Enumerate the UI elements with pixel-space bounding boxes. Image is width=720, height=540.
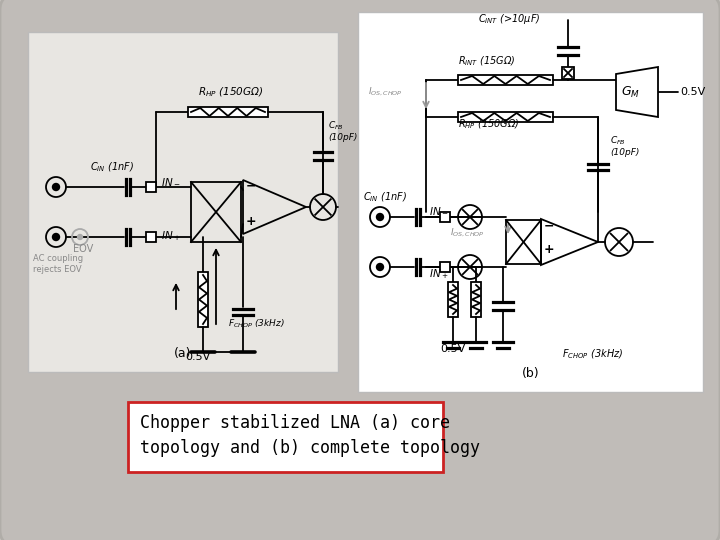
Circle shape <box>53 233 60 240</box>
Bar <box>562 67 574 79</box>
Text: $R_{HP}$ (150GΩ): $R_{HP}$ (150GΩ) <box>198 85 264 99</box>
Bar <box>198 272 208 327</box>
Text: $F_{CHOP}$ (3kHz): $F_{CHOP}$ (3kHz) <box>562 347 624 361</box>
Text: $I_{OS,CHOP}$: $I_{OS,CHOP}$ <box>450 226 485 239</box>
Text: −: − <box>544 219 554 232</box>
Bar <box>358 12 703 392</box>
Bar <box>28 32 338 372</box>
Text: (b): (b) <box>522 367 539 380</box>
Bar <box>128 402 443 472</box>
Bar <box>191 182 241 242</box>
Text: AC coupling
rejects EOV: AC coupling rejects EOV <box>33 254 83 274</box>
Text: $C_{INT}$ (>10µF): $C_{INT}$ (>10µF) <box>478 12 541 26</box>
Text: $R_{INT}$ (15GΩ): $R_{INT}$ (15GΩ) <box>458 54 516 68</box>
Text: $C_{FB}$
(10pF): $C_{FB}$ (10pF) <box>610 134 639 157</box>
Bar <box>440 262 450 272</box>
Text: 0.5V: 0.5V <box>185 352 211 362</box>
Bar <box>448 282 458 317</box>
Text: $C_{IN}$ (1nF): $C_{IN}$ (1nF) <box>90 160 134 174</box>
Text: Chopper stabilized LNA (a) core
topology and (b) complete topology: Chopper stabilized LNA (a) core topology… <box>140 414 480 457</box>
Text: +: + <box>544 243 554 256</box>
Text: 0.5V: 0.5V <box>441 344 466 354</box>
Bar <box>188 107 268 117</box>
Text: 0.5V: 0.5V <box>680 87 706 97</box>
Text: $F_{CHOP}$ (3kHz): $F_{CHOP}$ (3kHz) <box>228 318 284 330</box>
Text: $R_{HP}$ (150GΩ): $R_{HP}$ (150GΩ) <box>458 117 520 131</box>
Bar <box>440 212 450 222</box>
Bar <box>458 112 553 122</box>
Circle shape <box>377 213 384 220</box>
Text: (a): (a) <box>174 347 192 360</box>
Circle shape <box>377 264 384 271</box>
Text: $C_{FB}$
(10pF): $C_{FB}$ (10pF) <box>328 119 357 142</box>
Circle shape <box>78 234 83 240</box>
Text: $I_{OS,CHOP}$: $I_{OS,CHOP}$ <box>368 85 402 98</box>
Text: $C_{IN}$ (1nF): $C_{IN}$ (1nF) <box>363 190 407 204</box>
Bar <box>146 182 156 192</box>
Bar <box>458 75 553 85</box>
Bar <box>146 232 156 242</box>
Polygon shape <box>616 67 658 117</box>
Text: −: − <box>246 180 256 193</box>
Text: +: + <box>246 215 256 228</box>
Text: $IN_-$: $IN_-$ <box>161 177 181 187</box>
Bar <box>506 220 541 264</box>
Text: EOV: EOV <box>73 244 94 254</box>
Text: $IN_-$: $IN_-$ <box>429 206 449 216</box>
Text: $IN_+$: $IN_+$ <box>161 229 181 243</box>
Text: $G_M$: $G_M$ <box>621 84 639 99</box>
Circle shape <box>53 184 60 191</box>
Text: $IN_+$: $IN_+$ <box>429 267 449 281</box>
Bar <box>471 282 481 317</box>
